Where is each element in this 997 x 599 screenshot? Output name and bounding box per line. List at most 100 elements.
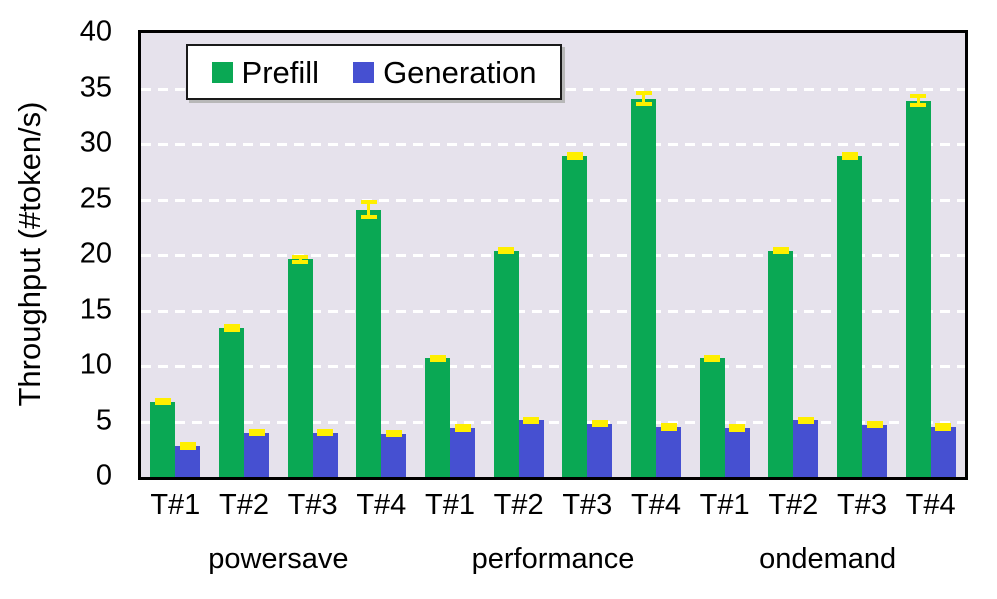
bar-generation-5 xyxy=(450,428,475,477)
error-bar-cap xyxy=(360,199,377,204)
xtick-label-6: T#2 xyxy=(493,489,544,521)
error-bar-cap xyxy=(385,433,402,438)
error-bar-prefill-11 xyxy=(848,153,851,159)
bar-prefill-3 xyxy=(287,259,313,477)
bar-generation-8 xyxy=(656,427,681,477)
error-bar-prefill-2 xyxy=(230,326,233,331)
xtick-label-11: T#3 xyxy=(837,489,887,521)
error-bar-cap xyxy=(154,397,171,402)
error-bar-cap xyxy=(704,354,721,359)
bar-generation-12 xyxy=(930,427,956,477)
error-bar-cap xyxy=(729,427,746,432)
bar-prefill-2 xyxy=(219,328,244,477)
bar-prefill-12 xyxy=(905,100,931,477)
gridline-30 xyxy=(141,143,965,146)
bar-generation-11 xyxy=(862,424,887,477)
error-bar-cap xyxy=(317,428,334,433)
plot-area xyxy=(138,30,968,480)
error-bar-cap xyxy=(292,259,309,264)
error-bar-prefill-8 xyxy=(642,92,645,105)
xtick-label-4: T#4 xyxy=(356,489,407,521)
legend-label-prefill: Prefill xyxy=(241,54,320,90)
error-bar-cap xyxy=(660,426,677,431)
error-bar-prefill-3 xyxy=(298,257,302,262)
error-bar-cap xyxy=(454,424,471,429)
error-bar-cap xyxy=(935,423,952,428)
bar-generation-9 xyxy=(724,428,750,477)
error-bar-cap xyxy=(635,90,652,95)
error-bar-cap xyxy=(797,420,814,425)
legend-entry-generation: Generation xyxy=(353,57,536,88)
ytick-label-15: 15 xyxy=(79,292,112,325)
error-bar-cap xyxy=(935,426,952,431)
ytick-label-25: 25 xyxy=(79,181,112,214)
error-bar-cap xyxy=(797,416,814,421)
gridline-25 xyxy=(141,198,965,202)
error-bar-cap xyxy=(729,424,746,429)
error-bar-cap xyxy=(910,103,927,108)
xtick-label-1: T#1 xyxy=(150,489,201,521)
prefill-swatch-icon xyxy=(211,61,233,83)
error-bar-cap xyxy=(841,156,858,161)
error-bar-prefill-4 xyxy=(367,201,371,218)
error-bar-cap xyxy=(523,416,540,421)
xtick-label-3: T#3 xyxy=(287,489,338,521)
error-bar-prefill-7 xyxy=(573,153,577,159)
error-bar-cap xyxy=(772,246,789,251)
error-bar-cap xyxy=(523,420,540,425)
bar-prefill-7 xyxy=(562,156,588,477)
bar-prefill-8 xyxy=(631,98,656,477)
error-bar-cap xyxy=(360,215,377,220)
bar-prefill-9 xyxy=(699,358,725,477)
bar-prefill-11 xyxy=(837,156,862,477)
error-bar-cap xyxy=(866,421,883,426)
generation-swatch-icon xyxy=(353,61,375,83)
ytick-label-30: 30 xyxy=(79,126,112,159)
gridline-10 xyxy=(141,365,965,368)
error-bar-cap xyxy=(591,420,608,425)
error-bar-cap xyxy=(223,328,240,333)
legend: Prefill Generation xyxy=(186,44,562,100)
error-bar-cap xyxy=(566,151,583,156)
gridline-15 xyxy=(141,309,965,313)
error-bar-cap xyxy=(910,94,927,99)
error-bar-cap xyxy=(660,423,677,428)
error-bar-cap xyxy=(179,442,196,447)
error-bar-cap xyxy=(179,445,196,450)
ytick-label-35: 35 xyxy=(79,70,112,103)
group-label-ondemand: ondemand xyxy=(759,543,897,575)
legend-entry-prefill: Prefill xyxy=(211,54,320,90)
xtick-label-9: T#1 xyxy=(699,489,750,521)
error-bar-cap xyxy=(841,151,858,156)
error-bar-cap xyxy=(454,427,471,432)
error-bar-cap xyxy=(248,428,265,433)
group-label-performance: performance xyxy=(471,543,635,575)
xtick-label-7: T#3 xyxy=(562,489,613,521)
bar-generation-10 xyxy=(793,420,819,477)
bar-generation-7 xyxy=(587,423,613,477)
group-label-powersave: powersave xyxy=(208,543,349,575)
ytick-label-5: 5 xyxy=(95,403,112,436)
error-bar-cap xyxy=(429,357,446,362)
error-bar-cap xyxy=(248,432,265,437)
error-bar-cap xyxy=(566,156,583,161)
ytick-label-0: 0 xyxy=(95,459,112,492)
bar-prefill-1 xyxy=(150,401,176,477)
bar-generation-6 xyxy=(518,420,544,477)
error-bar-cap xyxy=(704,357,721,362)
error-bar-cap xyxy=(772,250,789,255)
error-bar-cap xyxy=(317,432,334,437)
bar-generation-1 xyxy=(175,445,201,477)
xtick-label-10: T#2 xyxy=(768,489,819,521)
error-bar-cap xyxy=(591,423,608,428)
bar-generation-3 xyxy=(312,432,338,477)
bar-prefill-6 xyxy=(493,250,519,477)
ytick-label-10: 10 xyxy=(79,348,112,381)
gridline-20 xyxy=(141,254,965,257)
xtick-label-8: T#4 xyxy=(631,489,681,521)
error-bar-cap xyxy=(635,102,652,107)
bar-prefill-5 xyxy=(425,358,450,477)
legend-label-generation: Generation xyxy=(383,54,537,90)
error-bar-cap xyxy=(385,430,402,435)
